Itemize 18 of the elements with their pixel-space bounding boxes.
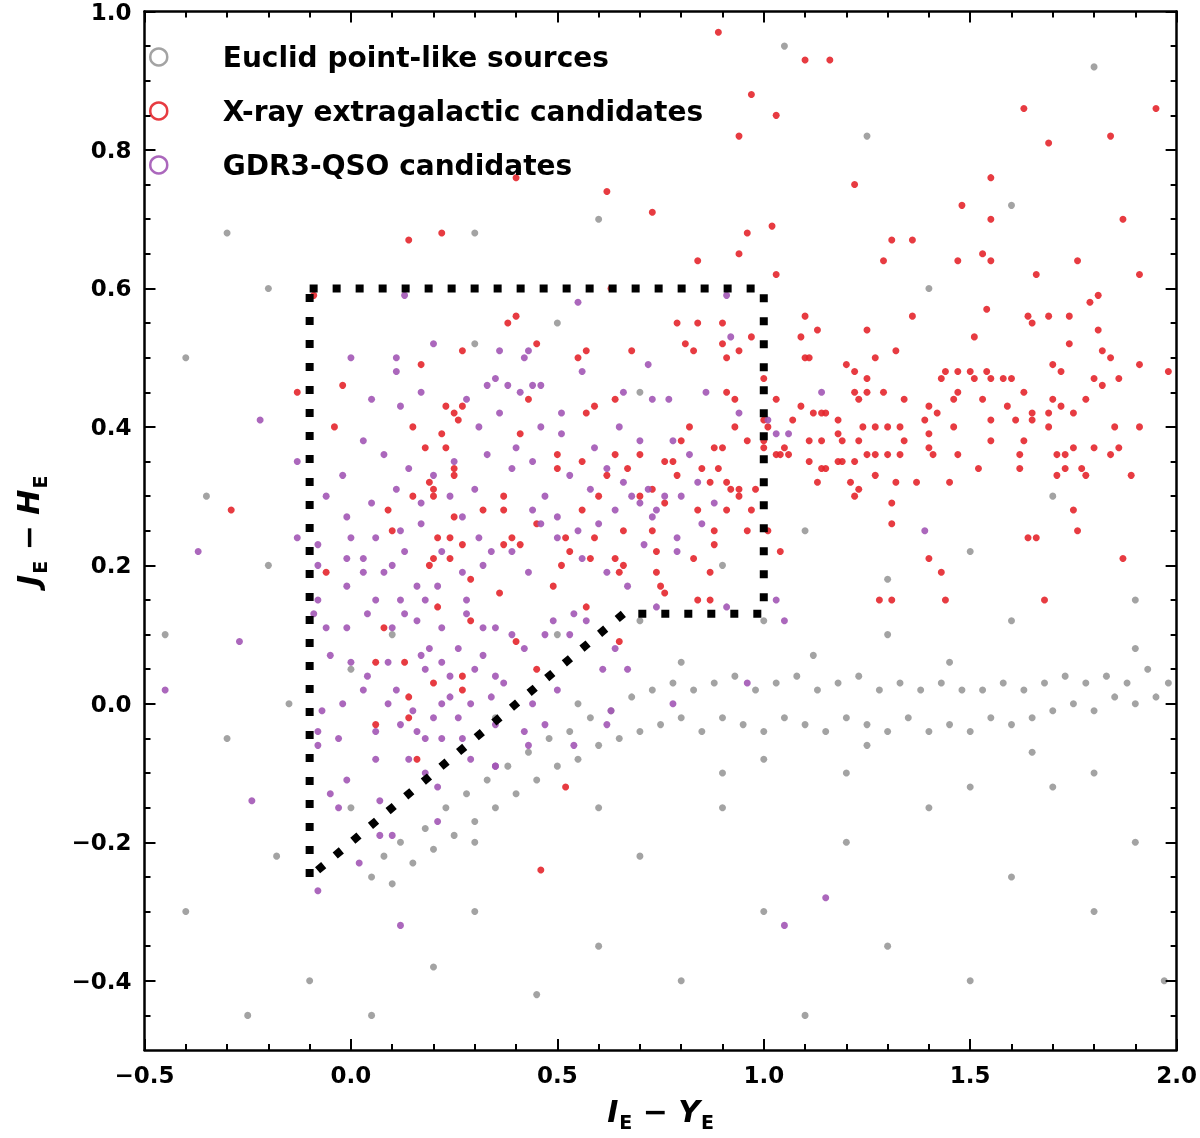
legend-label: Euclid point-like sources: [222, 40, 609, 74]
y-tick-label: 0.0: [90, 690, 132, 717]
legend-label: X-ray extragalactic candidates: [222, 94, 704, 128]
y-tick-label: −0.2: [71, 829, 132, 856]
legend-label: GDR3-QSO candidates: [222, 148, 573, 182]
x-tick-label: 1.0: [743, 1061, 785, 1088]
y-tick-label: −0.4: [71, 967, 132, 994]
x-tick-label: −0.5: [114, 1061, 175, 1088]
y-tick-label: 0.8: [90, 136, 132, 163]
y-tick-label: 0.6: [90, 275, 132, 302]
x-tick-label: 0.5: [536, 1061, 578, 1088]
x-tick-label: 2.0: [1156, 1061, 1197, 1088]
y-tick-label: 0.2: [90, 552, 132, 579]
y-axis-title: JE − HE: [11, 475, 51, 591]
y-tick-label: 0.4: [90, 413, 132, 440]
y-tick-label: 1.0: [90, 0, 132, 25]
x-tick-label: 0.0: [330, 1061, 372, 1088]
x-tick-label: 1.5: [949, 1061, 991, 1088]
